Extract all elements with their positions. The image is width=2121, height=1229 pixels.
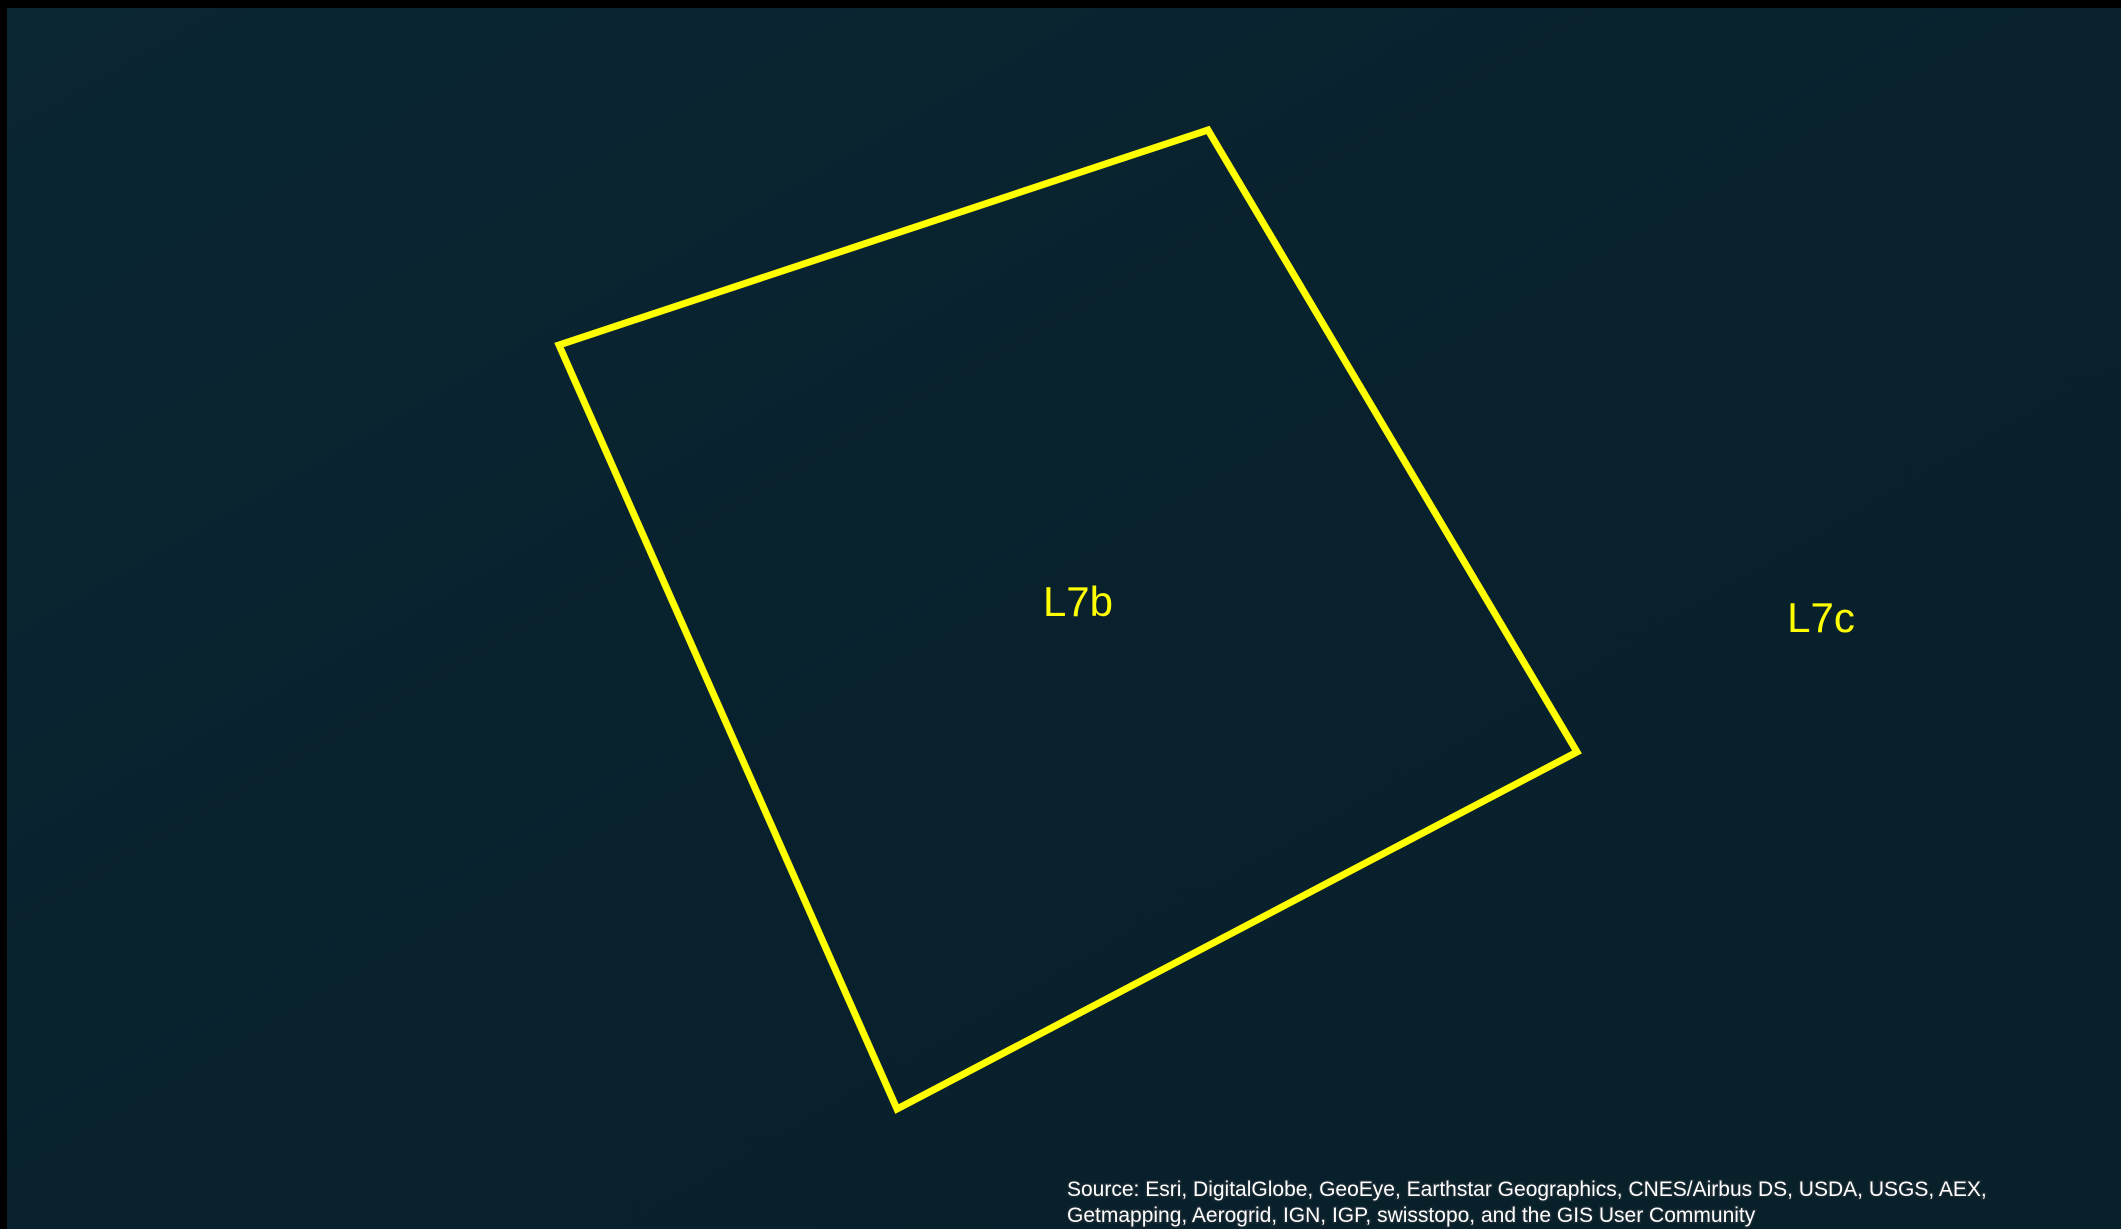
map-view[interactable]: L7b L7c Source: Esri, DigitalGlobe, GeoE… (0, 0, 2121, 1229)
parcel-label: L7b (1043, 578, 1113, 625)
parcel-label: L7c (1787, 594, 1855, 641)
attribution: Getmapping, Aerogrid, IGN, IGP, swisstop… (1067, 1204, 1756, 1227)
attribution: Source: Esri, DigitalGlobe, GeoEye, Eart… (1067, 1178, 1987, 1201)
page: L7b L7c Source: Esri, DigitalGlobe, GeoE… (0, 0, 2121, 1229)
